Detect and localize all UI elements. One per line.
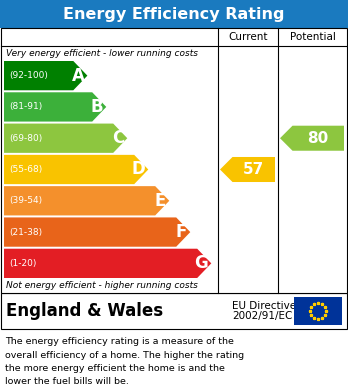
Polygon shape	[4, 217, 190, 247]
Text: 80: 80	[307, 131, 328, 146]
Polygon shape	[4, 61, 87, 90]
Text: F: F	[176, 223, 187, 241]
Text: D: D	[132, 160, 145, 179]
Bar	[1, 28, 347, 293]
Polygon shape	[4, 124, 127, 153]
Polygon shape	[4, 92, 106, 122]
Text: (92-100): (92-100)	[9, 71, 48, 80]
Bar	[1, 293, 347, 329]
Text: (69-80): (69-80)	[9, 134, 42, 143]
Text: lower the fuel bills will be.: lower the fuel bills will be.	[5, 377, 129, 386]
Text: Current: Current	[228, 32, 268, 42]
Text: E: E	[155, 192, 166, 210]
Polygon shape	[4, 186, 169, 215]
Polygon shape	[220, 157, 275, 182]
Bar	[294, 297, 342, 325]
Bar	[0, 0, 348, 28]
Text: the more energy efficient the home is and the: the more energy efficient the home is an…	[5, 364, 225, 373]
Text: (55-68): (55-68)	[9, 165, 42, 174]
Text: Not energy efficient - higher running costs: Not energy efficient - higher running co…	[6, 282, 198, 291]
Text: overall efficiency of a home. The higher the rating: overall efficiency of a home. The higher…	[5, 350, 244, 359]
Text: EU Directive: EU Directive	[232, 301, 296, 311]
Text: C: C	[112, 129, 124, 147]
Text: Potential: Potential	[290, 32, 335, 42]
Text: (39-54): (39-54)	[9, 196, 42, 205]
Text: A: A	[71, 66, 84, 84]
Text: G: G	[195, 255, 208, 273]
Text: 57: 57	[242, 162, 264, 177]
Text: (21-38): (21-38)	[9, 228, 42, 237]
Text: 2002/91/EC: 2002/91/EC	[232, 311, 292, 321]
Polygon shape	[4, 249, 211, 278]
Text: Energy Efficiency Rating: Energy Efficiency Rating	[63, 7, 285, 22]
Text: The energy efficiency rating is a measure of the: The energy efficiency rating is a measur…	[5, 337, 234, 346]
Text: England & Wales: England & Wales	[6, 302, 163, 320]
Text: Very energy efficient - lower running costs: Very energy efficient - lower running co…	[6, 48, 198, 57]
Text: (1-20): (1-20)	[9, 259, 37, 268]
Text: B: B	[90, 98, 103, 116]
Text: (81-91): (81-91)	[9, 102, 42, 111]
Polygon shape	[4, 155, 148, 184]
Polygon shape	[280, 126, 344, 151]
